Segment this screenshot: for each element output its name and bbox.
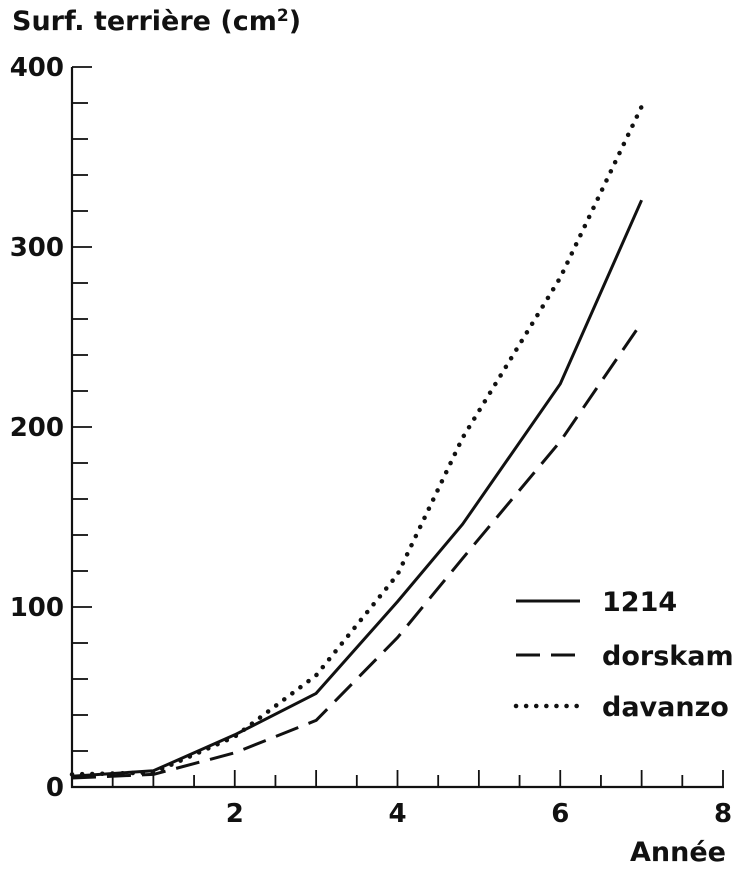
x-tick-label: 4 [388,799,406,829]
series-line-dorskam [71,321,643,780]
y-tick-label: 0 [46,773,64,803]
x-tick-label: 8 [714,799,732,829]
series-line-davanzo [69,104,644,777]
series-line-1214 [71,199,643,778]
y-tick-label: 400 [10,53,64,83]
x-tick-label: 2 [226,799,244,829]
legend-label-1214: 1214 [602,587,677,618]
y-tick-label: 100 [10,593,64,623]
y-tick-label: 300 [10,233,64,263]
legend-label-dorskam: dorskam [602,641,734,672]
legend-label-davanzo: davanzo [602,692,729,723]
x-tick-label: 6 [551,799,569,829]
y-axis-title: Surf. terrière (cm2) [12,6,302,37]
y-tick-label: 200 [10,413,64,443]
x-axis-title: Année [630,837,726,868]
